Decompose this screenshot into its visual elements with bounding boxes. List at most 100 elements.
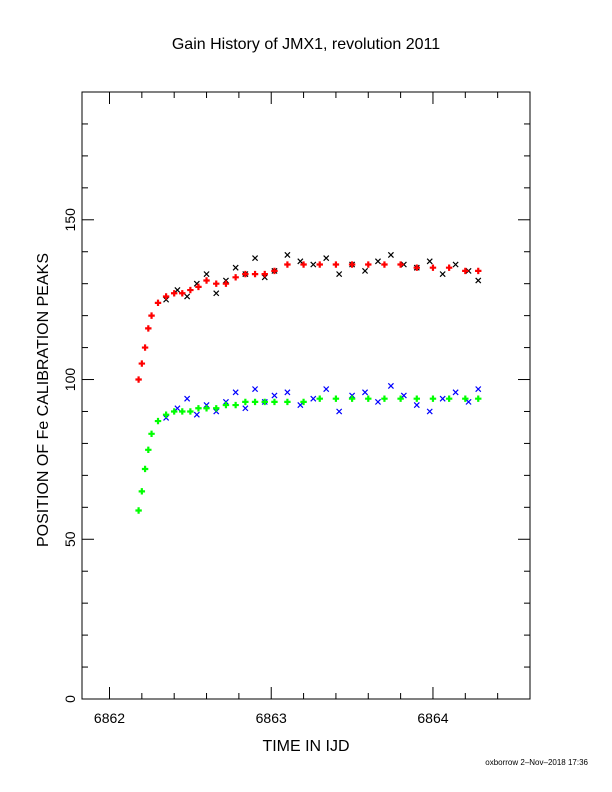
data-point (397, 395, 404, 402)
data-point (323, 255, 330, 262)
data-point (336, 271, 343, 278)
data-point (187, 408, 194, 415)
data-point (213, 290, 220, 297)
data-point (261, 398, 268, 406)
data-point (232, 389, 239, 396)
data-point (141, 465, 149, 473)
data-point (252, 386, 259, 393)
data-point (213, 405, 220, 412)
data-point (271, 267, 278, 275)
data-point (475, 395, 482, 402)
y-tick-label: 0 (62, 695, 78, 703)
data-point (316, 261, 323, 268)
data-point (261, 270, 268, 278)
data-point (413, 402, 420, 409)
data-point (475, 386, 482, 393)
data-point (284, 261, 291, 268)
x-tick-label: 6862 (94, 710, 125, 726)
data-point (242, 398, 249, 406)
footer-stamp: oxborrow 2–Nov–2018 17:36 (485, 758, 588, 767)
x-tick-label: 6863 (256, 710, 287, 726)
chart-title: Gain History of JMX1, revolution 2011 (171, 36, 441, 53)
data-point (135, 376, 142, 383)
data-point (138, 360, 146, 367)
data-point (251, 398, 259, 406)
data-point (445, 264, 453, 271)
data-point (362, 389, 369, 396)
data-point (203, 277, 210, 284)
data-point (413, 395, 420, 402)
data-point (222, 280, 230, 287)
data-marks (135, 251, 482, 514)
data-point (242, 405, 249, 412)
data-point (232, 401, 239, 409)
data-point (193, 411, 200, 418)
data-point (462, 267, 469, 275)
data-point (252, 255, 259, 262)
data-point (387, 251, 394, 258)
data-point (374, 398, 381, 405)
data-point (297, 258, 304, 265)
data-point (145, 325, 152, 332)
data-point (381, 395, 388, 402)
data-point (374, 258, 381, 265)
data-point (332, 395, 340, 402)
data-point (300, 398, 307, 406)
series-4 (135, 395, 482, 514)
data-point (187, 286, 194, 294)
data-point (284, 398, 291, 406)
data-point (145, 446, 152, 454)
data-point (413, 264, 420, 271)
data-point (452, 261, 459, 268)
data-point (162, 293, 170, 300)
data-point (397, 261, 404, 268)
data-point (203, 271, 210, 278)
data-point (348, 395, 356, 402)
data-point (297, 402, 304, 409)
data-point (310, 395, 317, 402)
data-point (174, 287, 181, 294)
data-point (170, 408, 178, 415)
data-point (242, 270, 249, 278)
x-tick-label: 6864 (417, 710, 448, 726)
data-point (462, 395, 469, 402)
data-point (400, 392, 407, 399)
data-point (429, 395, 437, 402)
data-point (284, 389, 291, 396)
data-point (387, 382, 394, 389)
data-point (184, 293, 191, 300)
data-point (184, 395, 191, 402)
x-axis-label: TIME IN IJD (262, 738, 350, 755)
data-point (362, 267, 369, 274)
y-tick-label: 150 (62, 208, 78, 232)
data-point (365, 261, 372, 268)
data-point (195, 405, 202, 412)
data-point (284, 251, 291, 258)
data-point (381, 261, 388, 268)
data-point (300, 261, 307, 268)
data-point (323, 386, 330, 393)
data-point (465, 267, 472, 274)
data-point (232, 274, 239, 281)
data-point (251, 270, 259, 278)
data-point (439, 271, 446, 278)
data-point (203, 405, 210, 412)
data-point (475, 277, 482, 284)
data-point (439, 395, 446, 402)
data-point (179, 290, 186, 297)
data-point (179, 408, 186, 415)
data-point (429, 264, 437, 271)
data-point (170, 290, 178, 297)
y-tick-label: 50 (62, 531, 78, 547)
data-point (213, 280, 220, 287)
plot-frame (81, 91, 531, 700)
data-point (148, 312, 155, 319)
data-point (365, 395, 372, 402)
data-point (148, 430, 155, 438)
axis-ticks: 6862 6863 6864 0 50 100 150 (62, 91, 531, 726)
data-point (310, 261, 317, 268)
data-point (400, 261, 407, 268)
data-point (232, 264, 239, 271)
data-point (154, 417, 162, 425)
